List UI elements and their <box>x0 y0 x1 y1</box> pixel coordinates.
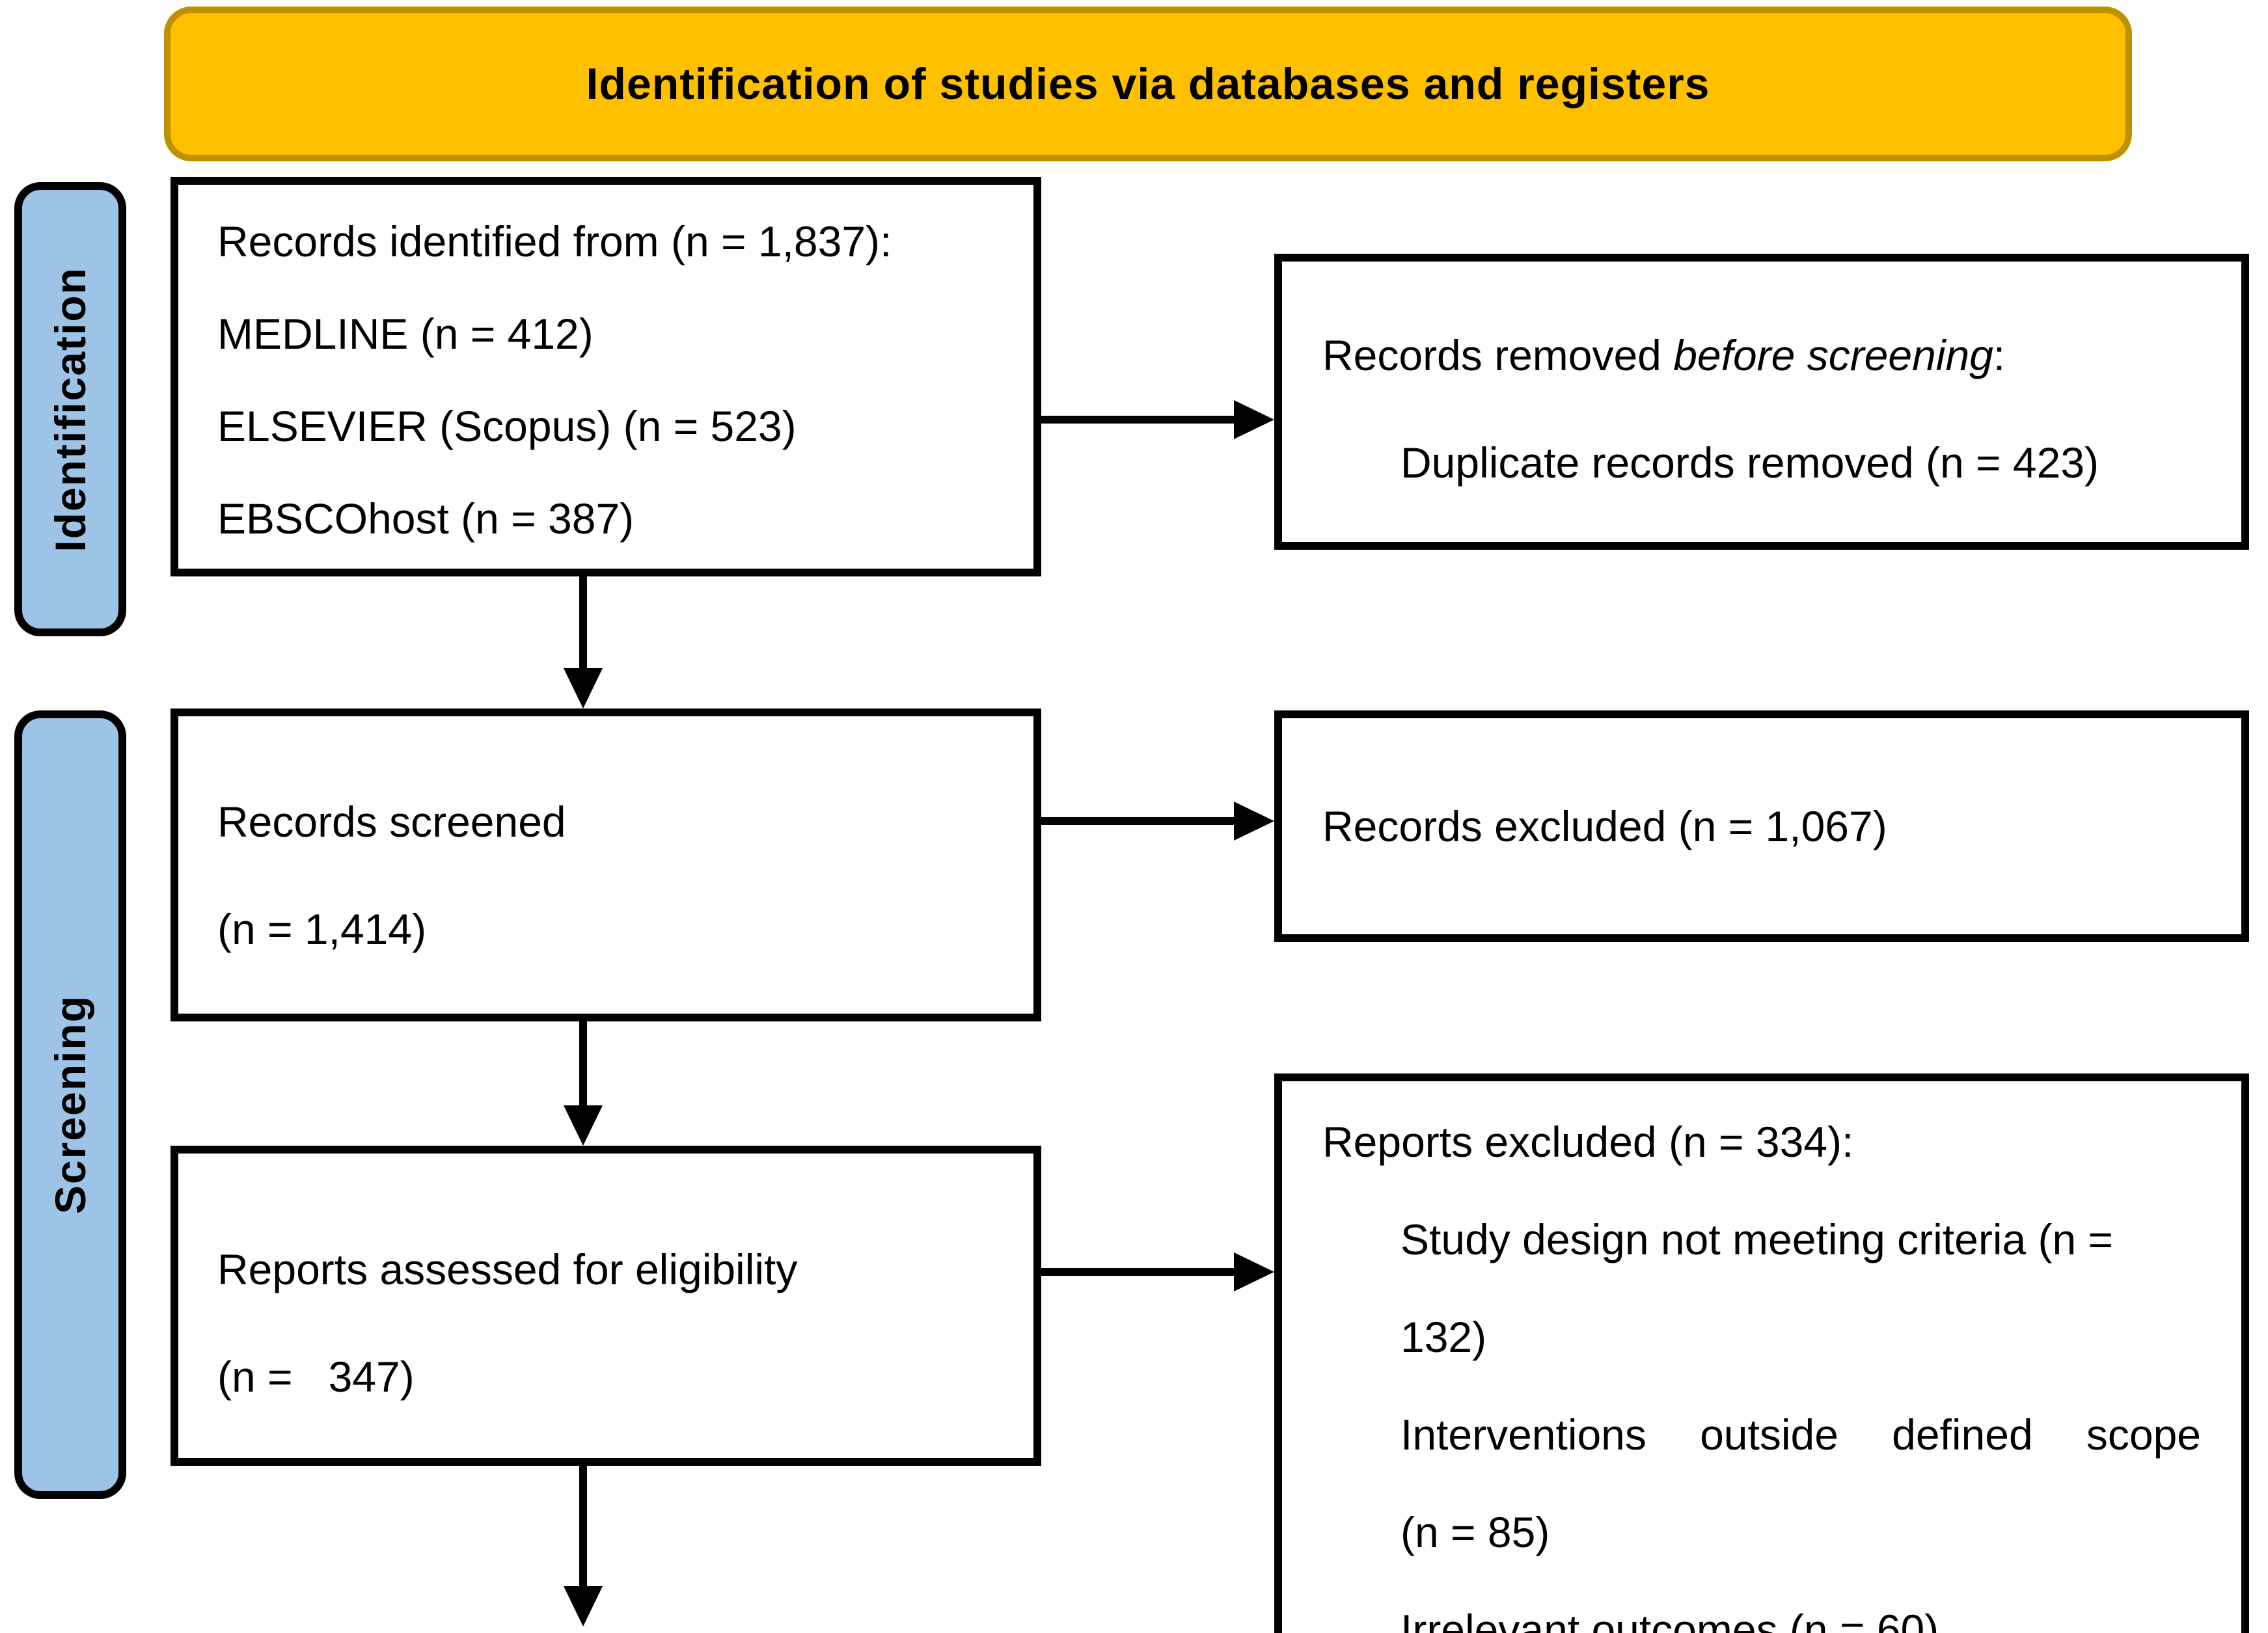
arrow-identified-to-screened-head <box>564 668 603 709</box>
reports-assessed-count: (n = 347) <box>217 1353 415 1401</box>
records-identified-ebscohost: EBSCOhost (n = 387) <box>217 494 635 543</box>
box-reports-assessed: Reports assessed for eligibility (n = 34… <box>171 1146 1041 1466</box>
stage-screening-label: Screening <box>46 995 94 1215</box>
banner-title: Identification of studies via databases … <box>586 59 1710 109</box>
arrow-screened-to-assessed-head <box>564 1105 603 1146</box>
arrow-assessed-to-excluded-head <box>1234 1252 1274 1291</box>
arrow-identified-to-screened-shaft <box>579 576 587 673</box>
arrow-screened-to-assessed-shaft <box>579 1021 587 1109</box>
records-excluded-label: Records excluded (n = 1,067) <box>1322 802 1887 850</box>
arrow-assessed-to-excluded-shaft <box>1041 1268 1236 1276</box>
stage-identification: Identification <box>14 182 126 636</box>
reports-excluded-reason1-line2: 132) <box>1400 1313 1487 1361</box>
arrow-assessed-down-head <box>564 1586 603 1626</box>
reports-excluded-reason2-line1: Interventions outside defined scope <box>1400 1410 2201 1459</box>
records-removed-heading-normal: Records removed <box>1322 331 1674 379</box>
arrow-screened-to-excluded-head <box>1234 802 1274 841</box>
records-removed-heading-italic: before screening <box>1673 331 1993 379</box>
records-identified-elsevier: ELSEVIER (Scopus) (n = 523) <box>217 402 797 450</box>
reports-excluded-heading: Reports excluded (n = 334): <box>1322 1118 1854 1166</box>
reports-excluded-reason1-line1: Study design not meeting criteria (n = <box>1400 1215 2114 1263</box>
box-records-screened: Records screened (n = 1,414) <box>171 709 1041 1021</box>
reports-assessed-label: Reports assessed for eligibility <box>217 1245 798 1293</box>
arrow-screened-to-excluded-shaft <box>1041 817 1236 825</box>
arrow-identified-to-removed-shaft <box>1041 416 1236 424</box>
box-records-removed: Records removed before screening: Duplic… <box>1274 254 2249 550</box>
reports-excluded-reason3: Irrelevant outcomes (n = 60) <box>1400 1606 1939 1633</box>
records-removed-heading-tail: : <box>1993 331 2006 379</box>
stage-identification-label: Identification <box>46 266 94 552</box>
reports-excluded-reason2-line2: (n = 85) <box>1400 1508 1550 1556</box>
banner: Identification of studies via databases … <box>164 7 2132 161</box>
records-identified-medline: MEDLINE (n = 412) <box>217 310 594 358</box>
arrow-assessed-down-shaft <box>579 1466 587 1591</box>
records-screened-count: (n = 1,414) <box>217 905 427 953</box>
box-reports-excluded: Reports excluded (n = 334): Study design… <box>1274 1073 2249 1633</box>
stage-screening: Screening <box>14 710 126 1499</box>
records-removed-duplicates: Duplicate records removed (n = 423) <box>1400 439 2099 487</box>
records-identified-heading: Records identified from (n = 1,837): <box>217 217 892 265</box>
arrow-identified-to-removed-head <box>1234 400 1274 439</box>
box-records-identified: Records identified from (n = 1,837): MED… <box>171 177 1041 576</box>
records-screened-label: Records screened <box>217 798 566 846</box>
records-removed-heading: Records removed before screening: <box>1322 302 2215 409</box>
box-records-excluded: Records excluded (n = 1,067) <box>1274 710 2249 942</box>
